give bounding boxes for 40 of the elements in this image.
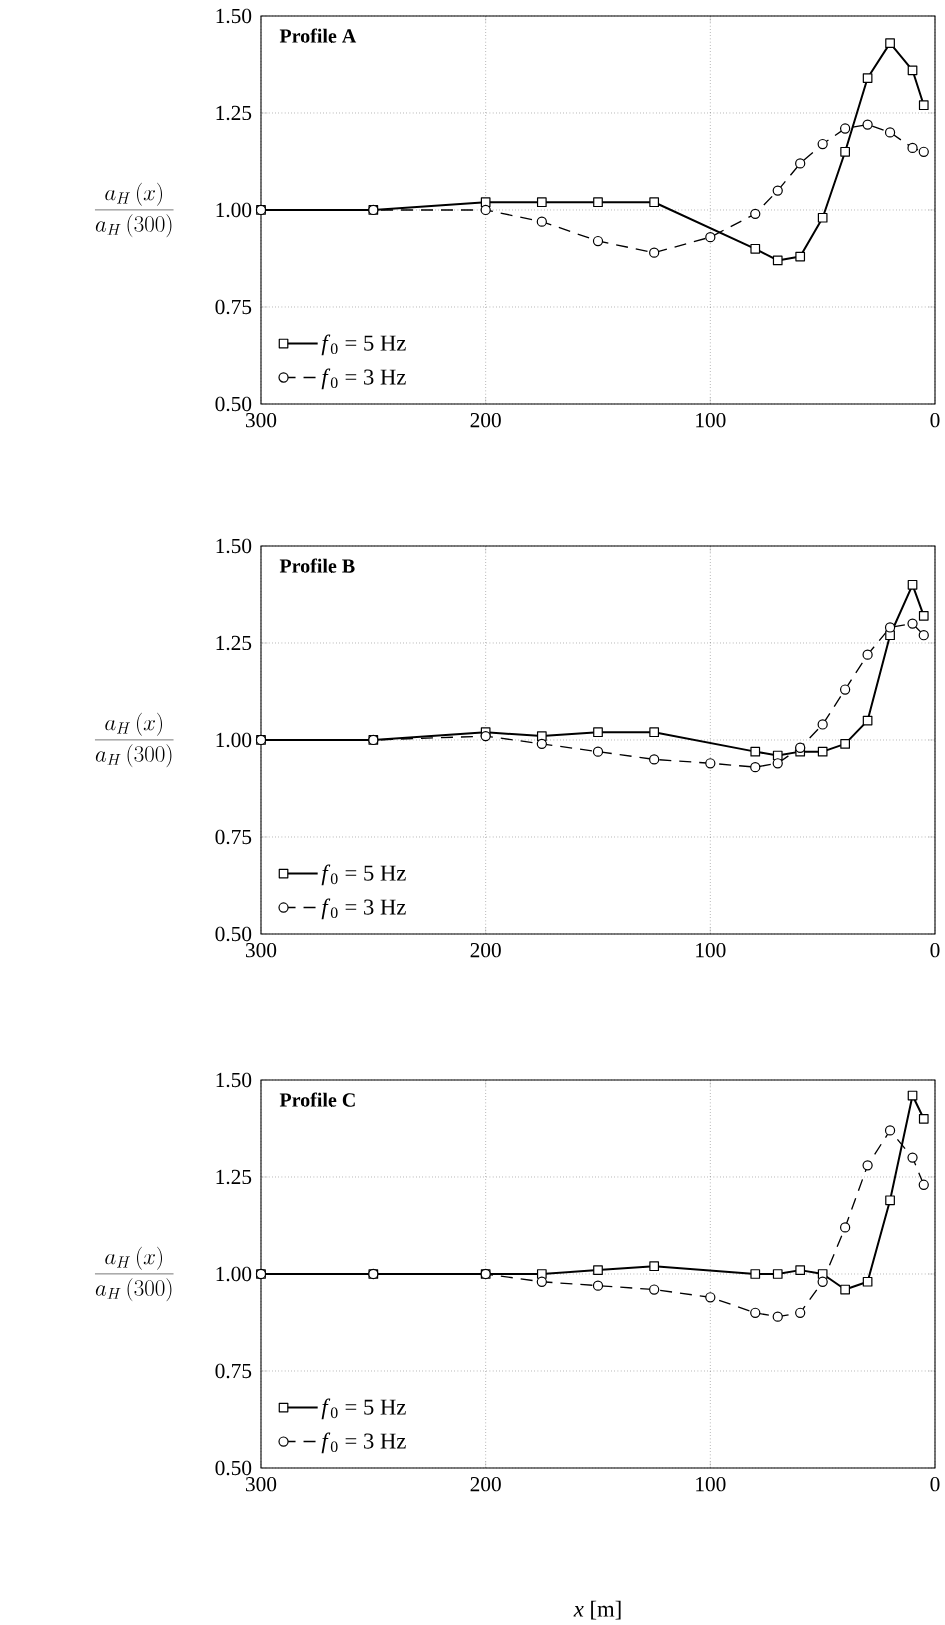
x-tick-label: 100: [696, 942, 726, 958]
legend-label: f$_{0}$ = 3 Hz: [321, 368, 406, 390]
y-tick-label: 1.00: [216, 732, 252, 748]
x-tick-label: 200: [470, 412, 501, 428]
y-axis-title: $\frac{a_H\left(x\right)}{a_H\left(300\right)}$: [95, 182, 174, 238]
x-tick-label: 300: [246, 942, 277, 958]
y-tick-label: 1.50: [216, 8, 252, 24]
x-tick-label: 200: [470, 942, 501, 958]
legend-label: f$_{0}$ = 5 Hz: [321, 864, 406, 886]
x-tick-label: 100: [696, 412, 726, 428]
y-axis-title: $\frac{a_H\left(x\right)}{a_H\left(300\right)}$: [95, 1246, 174, 1302]
y-tick-label: 1.00: [216, 202, 252, 218]
x-tick-label: 100: [696, 1476, 726, 1492]
y-axis-title: $\frac{a_H\left(x\right)}{a_H\left(300\right)}$: [95, 712, 174, 768]
chart-title: Profile C: [279, 1092, 355, 1107]
y-tick-label: 0.50: [215, 396, 252, 412]
y-tick-label: 1.25: [216, 635, 252, 651]
y-tick-label: 1.25: [216, 105, 252, 121]
y-tick-label: 1.50: [216, 538, 252, 554]
legend-label: f$_{0}$ = 5 Hz: [321, 1398, 406, 1420]
legend-label: f$_{0}$ = 5 Hz: [321, 334, 406, 356]
x-tick-label: 0: [930, 412, 940, 428]
y-tick-label: 0.50: [215, 926, 252, 942]
y-tick-label: 0.75: [215, 1363, 252, 1379]
y-tick-label: 1.00: [216, 1266, 252, 1282]
x-axis-title: x [m]: [573, 1600, 621, 1620]
y-tick-label: 1.50: [216, 1072, 252, 1088]
y-tick-label: 0.50: [215, 1460, 252, 1476]
legend-label: f$_{0}$ = 3 Hz: [321, 1432, 406, 1454]
x-tick-label: 200: [470, 1476, 501, 1492]
y-tick-label: 0.75: [215, 829, 252, 845]
chart-title: Profile A: [279, 28, 357, 43]
x-tick-label: 0: [930, 1476, 940, 1492]
chart-title: Profile B: [279, 558, 355, 573]
x-tick-label: 300: [246, 412, 277, 428]
x-tick-label: 0: [930, 942, 940, 958]
x-tick-label: 300: [246, 1476, 277, 1492]
y-tick-label: 0.75: [215, 299, 252, 315]
y-tick-label: 1.25: [216, 1169, 252, 1185]
legend-label: f$_{0}$ = 3 Hz: [321, 898, 406, 920]
